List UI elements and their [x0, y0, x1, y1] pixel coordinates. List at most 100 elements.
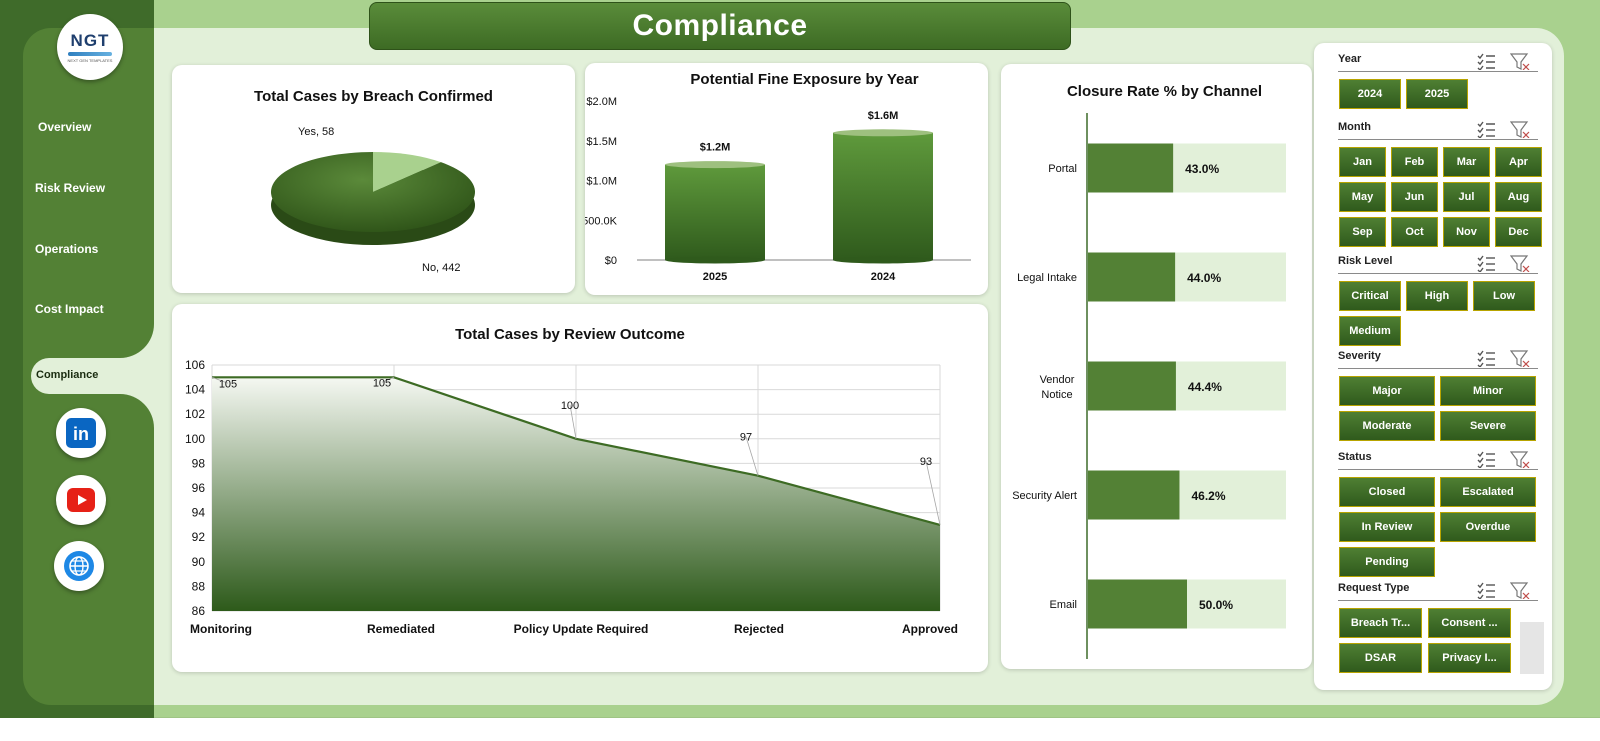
slicer-header: Request Type	[1338, 582, 1410, 594]
slicer-option-closed[interactable]: Closed	[1339, 477, 1435, 507]
area-fill	[212, 377, 940, 611]
slicer-option-apr[interactable]: Apr	[1495, 147, 1542, 177]
nav-tab-curve-top	[120, 322, 154, 358]
slicer-option-sep[interactable]: Sep	[1339, 217, 1386, 247]
slicer-option-severe[interactable]: Severe	[1440, 411, 1536, 441]
linkedin-icon: in	[66, 418, 96, 448]
clear-filter-icon[interactable]	[1510, 120, 1530, 138]
area-x-tick: Rejected	[734, 622, 784, 636]
pie-slice-yes[interactable]	[373, 152, 441, 192]
slicer-header-divider	[1338, 368, 1538, 369]
closure-rate-card: Closure Rate % by Channel 43.0% Portal 44.…	[1001, 64, 1312, 669]
slicer-option-jul[interactable]: Jul	[1443, 182, 1490, 212]
linkedin-icon-text: in	[73, 424, 89, 444]
slicer-option-aug[interactable]: Aug	[1495, 182, 1542, 212]
slicer-option-breach-tr[interactable]: Breach Tr...	[1339, 608, 1422, 638]
slicer-option-jun[interactable]: Jun	[1391, 182, 1438, 212]
slicer-option-moderate[interactable]: Moderate	[1339, 411, 1435, 441]
slicer-option-oct[interactable]: Oct	[1391, 217, 1438, 247]
fine-bar-body	[665, 164, 765, 260]
slicer-option-nov[interactable]: Nov	[1443, 217, 1490, 247]
closure-data-label: 44.4%	[1188, 380, 1222, 394]
clear-filter-icon[interactable]	[1510, 581, 1530, 599]
youtube-button[interactable]	[56, 475, 106, 525]
nav-item-overview[interactable]: Overview	[38, 120, 92, 134]
slicer-option-consent[interactable]: Consent ...	[1428, 608, 1511, 638]
nav-item-cost-impact[interactable]: Cost Impact	[35, 302, 104, 316]
multi-select-icon[interactable]	[1476, 254, 1496, 272]
area-label-leader	[569, 404, 577, 439]
nav-item-operations[interactable]: Operations	[35, 242, 99, 256]
fine-bar-top	[665, 161, 765, 169]
nav-item-compliance[interactable]: Compliance	[31, 358, 154, 394]
closure-bar-legal-intake[interactable]	[1088, 252, 1286, 302]
slicer-option-2024[interactable]: 2024	[1339, 79, 1401, 109]
fine-bar-2025[interactable]	[665, 161, 765, 264]
multi-select-icon[interactable]	[1476, 120, 1496, 138]
slicer-option-pending[interactable]: Pending	[1339, 547, 1435, 577]
fine-chart-title: Potential Fine Exposure by Year	[690, 71, 919, 88]
slicer-option-dsar[interactable]: DSAR	[1339, 643, 1422, 673]
closure-y-tick: Security Alert	[1012, 490, 1077, 502]
multi-select-icon[interactable]	[1476, 52, 1496, 70]
clear-filter-icon[interactable]	[1510, 450, 1530, 468]
slicer-option-critical[interactable]: Critical	[1339, 281, 1401, 311]
linkedin-button[interactable]: in	[56, 408, 106, 458]
clear-filter-icon[interactable]	[1510, 349, 1530, 367]
area-label-leader	[211, 376, 229, 384]
slicer-option-dec[interactable]: Dec	[1495, 217, 1542, 247]
slicer-option-may[interactable]: May	[1339, 182, 1386, 212]
slicer-header-divider	[1338, 600, 1538, 601]
pie-slice-no[interactable]	[271, 152, 475, 232]
clear-filter-icon[interactable]	[1510, 52, 1530, 70]
closure-bar-vendor-notice[interactable]	[1088, 361, 1286, 411]
slicer-option-high[interactable]: High	[1406, 281, 1468, 311]
closure-bar-email[interactable]	[1088, 579, 1286, 629]
review-outcome-card: Total Cases by Review Outcome 86 88 90 92 94…	[172, 304, 988, 672]
slicer-option-major[interactable]: Major	[1339, 376, 1435, 406]
slicer-option-in-review[interactable]: In Review	[1339, 512, 1435, 542]
area-x-tick: Policy Update Required	[514, 622, 649, 636]
slicer-option-medium[interactable]: Medium	[1339, 316, 1401, 346]
nav-item-risk-review[interactable]: Risk Review	[35, 181, 106, 195]
website-button[interactable]	[54, 541, 104, 591]
fine-y-tick: $1.0M	[586, 176, 617, 188]
fine-x-tick: 2025	[703, 271, 727, 283]
closure-bar-portal[interactable]	[1088, 143, 1286, 193]
slicer-header-divider	[1338, 273, 1538, 274]
slicer-option-overdue[interactable]: Overdue	[1440, 512, 1536, 542]
slicer-option-2025[interactable]: 2025	[1406, 79, 1468, 109]
multi-select-icon[interactable]	[1476, 349, 1496, 367]
logo-subtext: NEXT GEN TEMPLATES	[67, 58, 113, 63]
fine-y-tick: $2.0M	[586, 96, 617, 108]
multi-select-icon[interactable]	[1476, 581, 1496, 599]
globe-icon	[64, 551, 94, 581]
fine-y-tick: $1.5M	[586, 136, 617, 148]
clear-filter-icon[interactable]	[1510, 254, 1530, 272]
company-logo[interactable]: NGT NEXT GEN TEMPLATES	[57, 14, 123, 80]
page-title-banner: Compliance	[369, 2, 1071, 50]
closure-data-label: 46.2%	[1191, 489, 1225, 503]
closure-bar-fill	[1088, 361, 1176, 411]
area-y-tick: 96	[192, 481, 206, 495]
pie-label-yes: Yes, 58	[298, 126, 334, 138]
multi-select-icon[interactable]	[1476, 450, 1496, 468]
slicer-option-minor[interactable]: Minor	[1440, 376, 1536, 406]
fine-bar-2024[interactable]	[833, 129, 933, 264]
slicer-header: Risk Level	[1338, 255, 1393, 267]
slicer-option-privacy-i[interactable]: Privacy I...	[1428, 643, 1511, 673]
closure-bar-security-alert[interactable]	[1088, 470, 1286, 520]
area-y-tick: 104	[185, 383, 205, 397]
slicer-header: Status	[1338, 451, 1372, 463]
area-y-tick: 88	[192, 579, 206, 593]
slicer-option-mar[interactable]: Mar	[1443, 147, 1490, 177]
closure-bar-fill	[1088, 470, 1180, 520]
fine-data-label: $1.6M	[868, 110, 899, 122]
youtube-icon	[67, 488, 95, 512]
slicer-option-escalated[interactable]: Escalated	[1440, 477, 1536, 507]
slicer-scrollbar[interactable]	[1520, 622, 1544, 674]
slicer-option-feb[interactable]: Feb	[1391, 147, 1438, 177]
slicer-option-low[interactable]: Low	[1473, 281, 1535, 311]
slicer-option-jan[interactable]: Jan	[1339, 147, 1386, 177]
